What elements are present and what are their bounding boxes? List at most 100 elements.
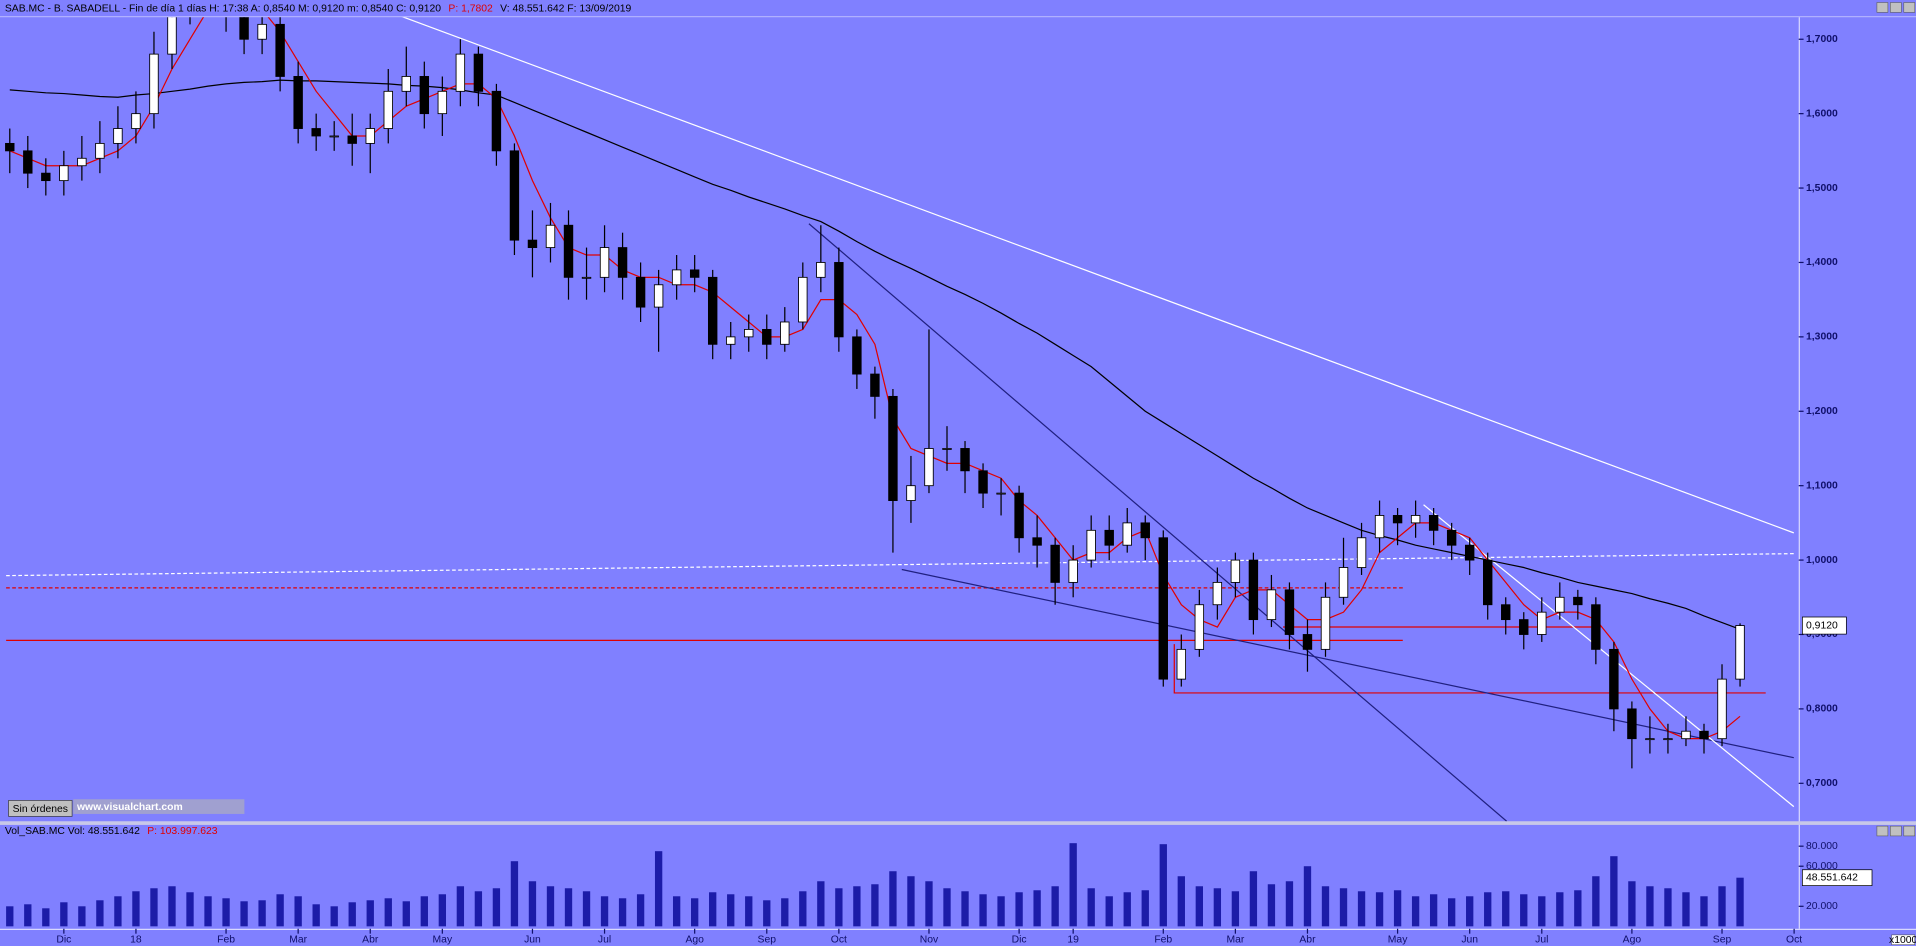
vol-maximize-button[interactable] [1890,825,1902,837]
y-tick-label: 1,5000 [1806,183,1838,194]
volume-bar [1195,886,1203,927]
volume-bar [672,896,681,927]
volume-bar [1123,892,1131,927]
last-price-label: 0,9120 [1806,620,1838,631]
vol-minimize-button[interactable] [1876,825,1889,837]
volume-bar [114,896,122,927]
volume-bar [258,900,266,927]
volume-bar [1375,892,1384,927]
x-tick-label: 18 [130,935,142,946]
candle-body [1086,529,1096,561]
candle-body [707,276,718,345]
trend-line [1423,504,1795,808]
close-button[interactable] [1903,2,1916,13]
candle-body [1176,648,1187,680]
volume-bar [1411,896,1420,927]
candle-body [1356,537,1367,568]
volume-bar [348,902,356,927]
candle-body [1212,581,1223,606]
header-main: SAB.MC - B. SABADELL - Fin de día 1 días… [5,3,441,14]
volume-bar [1141,890,1149,927]
last-price-box [1801,616,1847,635]
dotted-level [6,553,1794,577]
volume-bar [943,888,951,927]
x-tick-label: Feb [217,935,235,946]
candle-body [1194,604,1205,650]
volume-bar [1321,886,1330,927]
volume-bar [186,892,194,927]
volume-bar [1610,856,1618,927]
candle-body [347,135,357,144]
volume-bar [1267,884,1276,927]
candle-body [1464,544,1475,561]
candle-body [744,328,754,338]
candle-body [726,336,736,345]
candle-body [1338,567,1349,598]
candle-body [167,17,177,55]
candle-body [113,128,123,144]
x-tick-label: Jul [1535,935,1548,946]
x-tick-label: Jun [524,935,541,946]
volume-bar [835,888,843,927]
volume-bar [871,884,879,927]
volume-bar [6,906,14,927]
volume-bar [691,898,699,927]
volume-bar [456,886,465,927]
volume-bar [618,898,627,927]
volume-bar [366,900,374,927]
candle-body [1392,515,1403,524]
candle-body [671,269,682,286]
volume-bar [420,896,428,927]
volume-bar [1069,843,1077,927]
candle-body [23,150,33,174]
candle-body [1068,559,1078,583]
volume-header-p: P: 103.997.623 [147,826,218,837]
x-tick-label: Jun [1461,935,1478,946]
volume-bar [853,886,861,927]
volume-bar [438,894,447,927]
candle-body [311,128,321,137]
y-tick-label: 1,2000 [1806,406,1838,417]
candle-body [1591,604,1601,650]
candle-body [762,328,772,345]
volume-header: Vol_SAB.MC Vol: 48.551.642 P: 103.997.623 [5,826,218,837]
vol-close-button[interactable] [1903,825,1916,837]
candle-body [131,113,141,129]
x-tick-label: Oct [1786,935,1802,946]
volume-bar [709,892,717,927]
orders-button-label[interactable]: Sin órdenes [13,804,68,815]
candle-body [455,53,466,92]
volume-bar [979,894,987,927]
y-tick-label: 1,3000 [1806,332,1838,343]
vol-y-tick-label: 60.000 [1806,861,1838,872]
volume-bar [1177,876,1185,927]
candle-body [1248,559,1259,621]
volume-bar [1159,844,1167,927]
volume-bar [907,876,915,927]
candle-body [1627,708,1637,740]
candle-body [816,262,826,278]
candle-body [653,284,664,308]
candle-body [77,157,87,167]
candle-body [1230,559,1241,583]
candle-body [437,90,448,115]
volume-bar [402,901,410,927]
y-tick-label: 1,6000 [1806,108,1838,119]
candle-body [1104,529,1114,546]
y-tick-label: 0,8000 [1806,704,1838,715]
orders-button[interactable] [8,800,73,817]
x-tick-label: 19 [1067,935,1079,946]
volume-bar [1393,890,1402,927]
candle-body [5,142,15,152]
minimize-button[interactable] [1876,2,1889,13]
maximize-button[interactable] [1890,2,1902,13]
volume-bar [1736,877,1744,927]
volume-bar [1033,890,1041,927]
candle-body [1140,522,1150,539]
y-tick-label: 0,9000 [1806,629,1838,640]
candle-body [509,150,520,241]
vol-y-tick-label: 80.000 [1806,841,1838,852]
unit-label: x1000 [1889,935,1916,946]
header-rest: V: 48.551.642 F: 13/09/2019 [500,3,631,14]
